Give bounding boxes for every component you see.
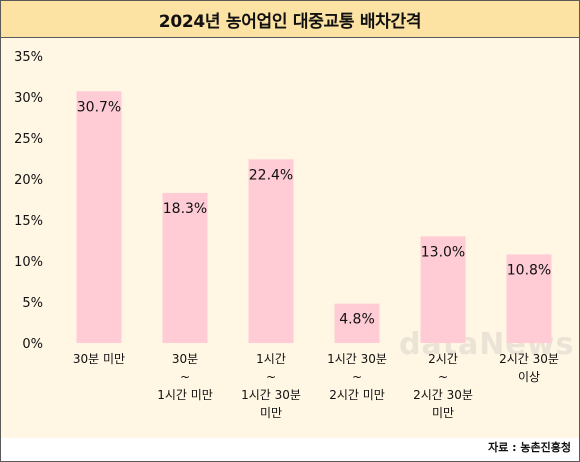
y-tick-label: 20% [14,173,43,188]
y-tick-label: 15% [14,214,43,229]
category-label: 1시간 미만 [157,388,213,402]
title-bar: 2024년 농어업인 대중교통 배차간격 [1,1,579,38]
y-tick-label: 10% [14,255,43,270]
data-label: 30.7% [77,99,121,115]
category-label: 미만 [260,406,282,420]
bar [248,159,294,343]
bar [76,91,122,343]
bar [334,303,380,343]
data-label: 22.4% [249,167,293,183]
category-label: ~ [180,370,190,384]
category-label: 1시간 [256,352,286,366]
data-label: 10.8% [507,262,551,278]
category-label: 30분 미만 [73,352,125,366]
category-label: 2시간 [428,352,458,366]
data-label: 18.3% [163,201,207,217]
category-label: 미만 [432,406,454,420]
bar [506,254,552,343]
category-label: 30분 [172,352,198,366]
category-label: ~ [438,370,448,384]
y-tick-label: 35% [14,50,43,65]
data-label: 13.0% [421,244,465,260]
category-label: 2시간 30분 [499,352,559,366]
category-label: 이상 [518,370,540,384]
y-tick-label: 5% [22,296,43,311]
category-label: 2시간 30분 [413,388,473,402]
y-tick-label: 0% [22,337,43,352]
category-label: 1시간 30분 [241,388,301,402]
y-tick-label: 25% [14,132,43,147]
category-label: ~ [266,370,276,384]
category-label: ~ [352,370,362,384]
category-label: 1시간 30분 [327,352,387,366]
source-note: 자료 : 농촌진흥청 [488,441,571,454]
category-label: 2시간 미만 [329,388,385,402]
bar [162,192,208,343]
bar [420,236,466,343]
chart-title: 2024년 농어업인 대중교통 배차간격 [158,11,422,32]
y-tick-label: 30% [14,91,43,106]
data-label: 4.8% [339,312,375,328]
